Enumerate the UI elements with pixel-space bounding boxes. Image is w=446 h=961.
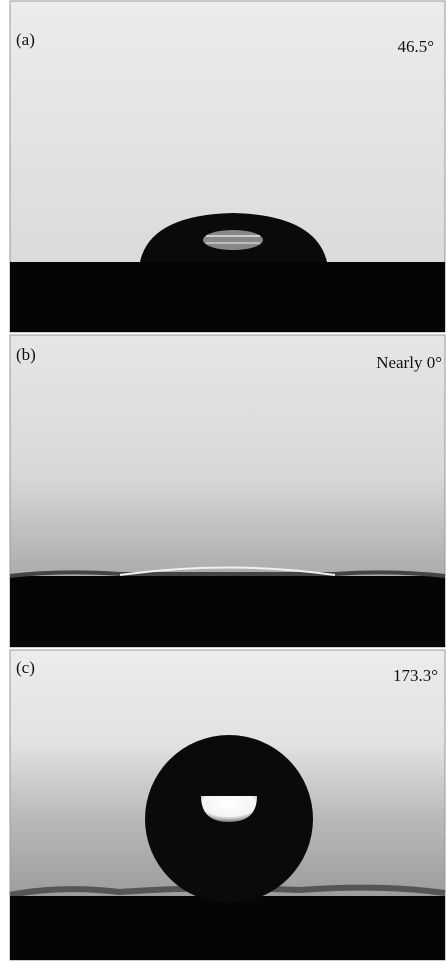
substrate	[10, 576, 445, 647]
substrate	[10, 896, 445, 960]
contact-angle: Nearly 0°	[376, 353, 442, 372]
panel-b: (b) Nearly 0°	[10, 335, 445, 647]
droplet-highlight	[203, 230, 263, 250]
panel-label: (c)	[16, 658, 35, 677]
panel-c: (c) 173.3°	[10, 650, 445, 960]
page: (a) 46.5° (b) Nearly 0° (c) 173.3° (() =…	[0, 0, 446, 961]
panel-label: (b)	[16, 345, 36, 364]
panel-label: (a)	[16, 30, 35, 49]
substrate	[10, 262, 445, 332]
contact-angle: 46.5°	[397, 37, 434, 56]
contact-angle: 173.3°	[393, 666, 438, 685]
panel-a: (a) 46.5°	[10, 1, 445, 332]
figure: (a) 46.5° (b) Nearly 0° (c) 173.3°	[0, 0, 446, 961]
